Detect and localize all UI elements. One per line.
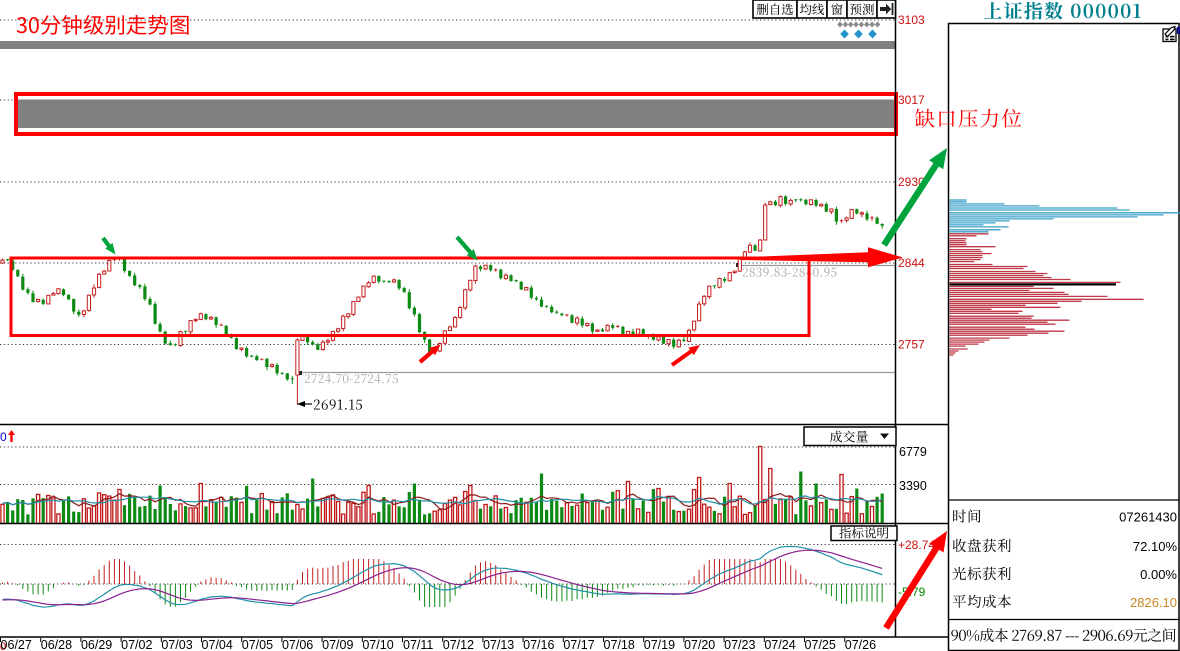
svg-text:07/26: 07/26 <box>845 638 876 651</box>
svg-text:2826.10: 2826.10 <box>1130 595 1177 610</box>
svg-text:07/10: 07/10 <box>362 638 393 651</box>
svg-text:2930: 2930 <box>898 175 925 189</box>
svg-text:0.00%: 0.00% <box>1140 567 1177 582</box>
svg-text:07/17: 07/17 <box>563 638 594 651</box>
svg-text:0: 0 <box>0 430 7 444</box>
svg-text:07/13: 07/13 <box>483 638 514 651</box>
svg-text:3017: 3017 <box>898 93 925 107</box>
svg-text:3103: 3103 <box>898 13 925 27</box>
svg-text:+28.74: +28.74 <box>898 538 935 552</box>
svg-text:07/03: 07/03 <box>161 638 192 651</box>
svg-text:06/27: 06/27 <box>1 638 32 651</box>
svg-text:2757: 2757 <box>898 338 925 352</box>
svg-text:72.10%: 72.10% <box>1133 539 1178 554</box>
svg-text:07/16: 07/16 <box>523 638 554 651</box>
svg-text:6779: 6779 <box>899 445 927 459</box>
svg-text:07/04: 07/04 <box>202 638 233 651</box>
svg-text:07/12: 07/12 <box>443 638 474 651</box>
svg-text:07/06: 07/06 <box>282 638 313 651</box>
svg-text:06/28: 06/28 <box>41 638 72 651</box>
svg-text:07/09: 07/09 <box>322 638 353 651</box>
svg-text:07/05: 07/05 <box>242 638 273 651</box>
svg-text:07/19: 07/19 <box>644 638 675 651</box>
svg-text:0: 0 <box>0 641 6 651</box>
svg-text:07261430: 07261430 <box>1119 510 1177 525</box>
svg-text:07/25: 07/25 <box>805 638 836 651</box>
svg-text:2844: 2844 <box>898 256 925 270</box>
svg-text:07/23: 07/23 <box>724 638 755 651</box>
svg-text:07/02: 07/02 <box>121 638 152 651</box>
svg-text:07/18: 07/18 <box>604 638 635 651</box>
svg-text:07/11: 07/11 <box>403 638 433 651</box>
svg-text:3390: 3390 <box>899 479 927 493</box>
svg-text:06/29: 06/29 <box>81 638 112 651</box>
svg-text:07/24: 07/24 <box>764 638 795 651</box>
svg-text:07/20: 07/20 <box>684 638 715 651</box>
